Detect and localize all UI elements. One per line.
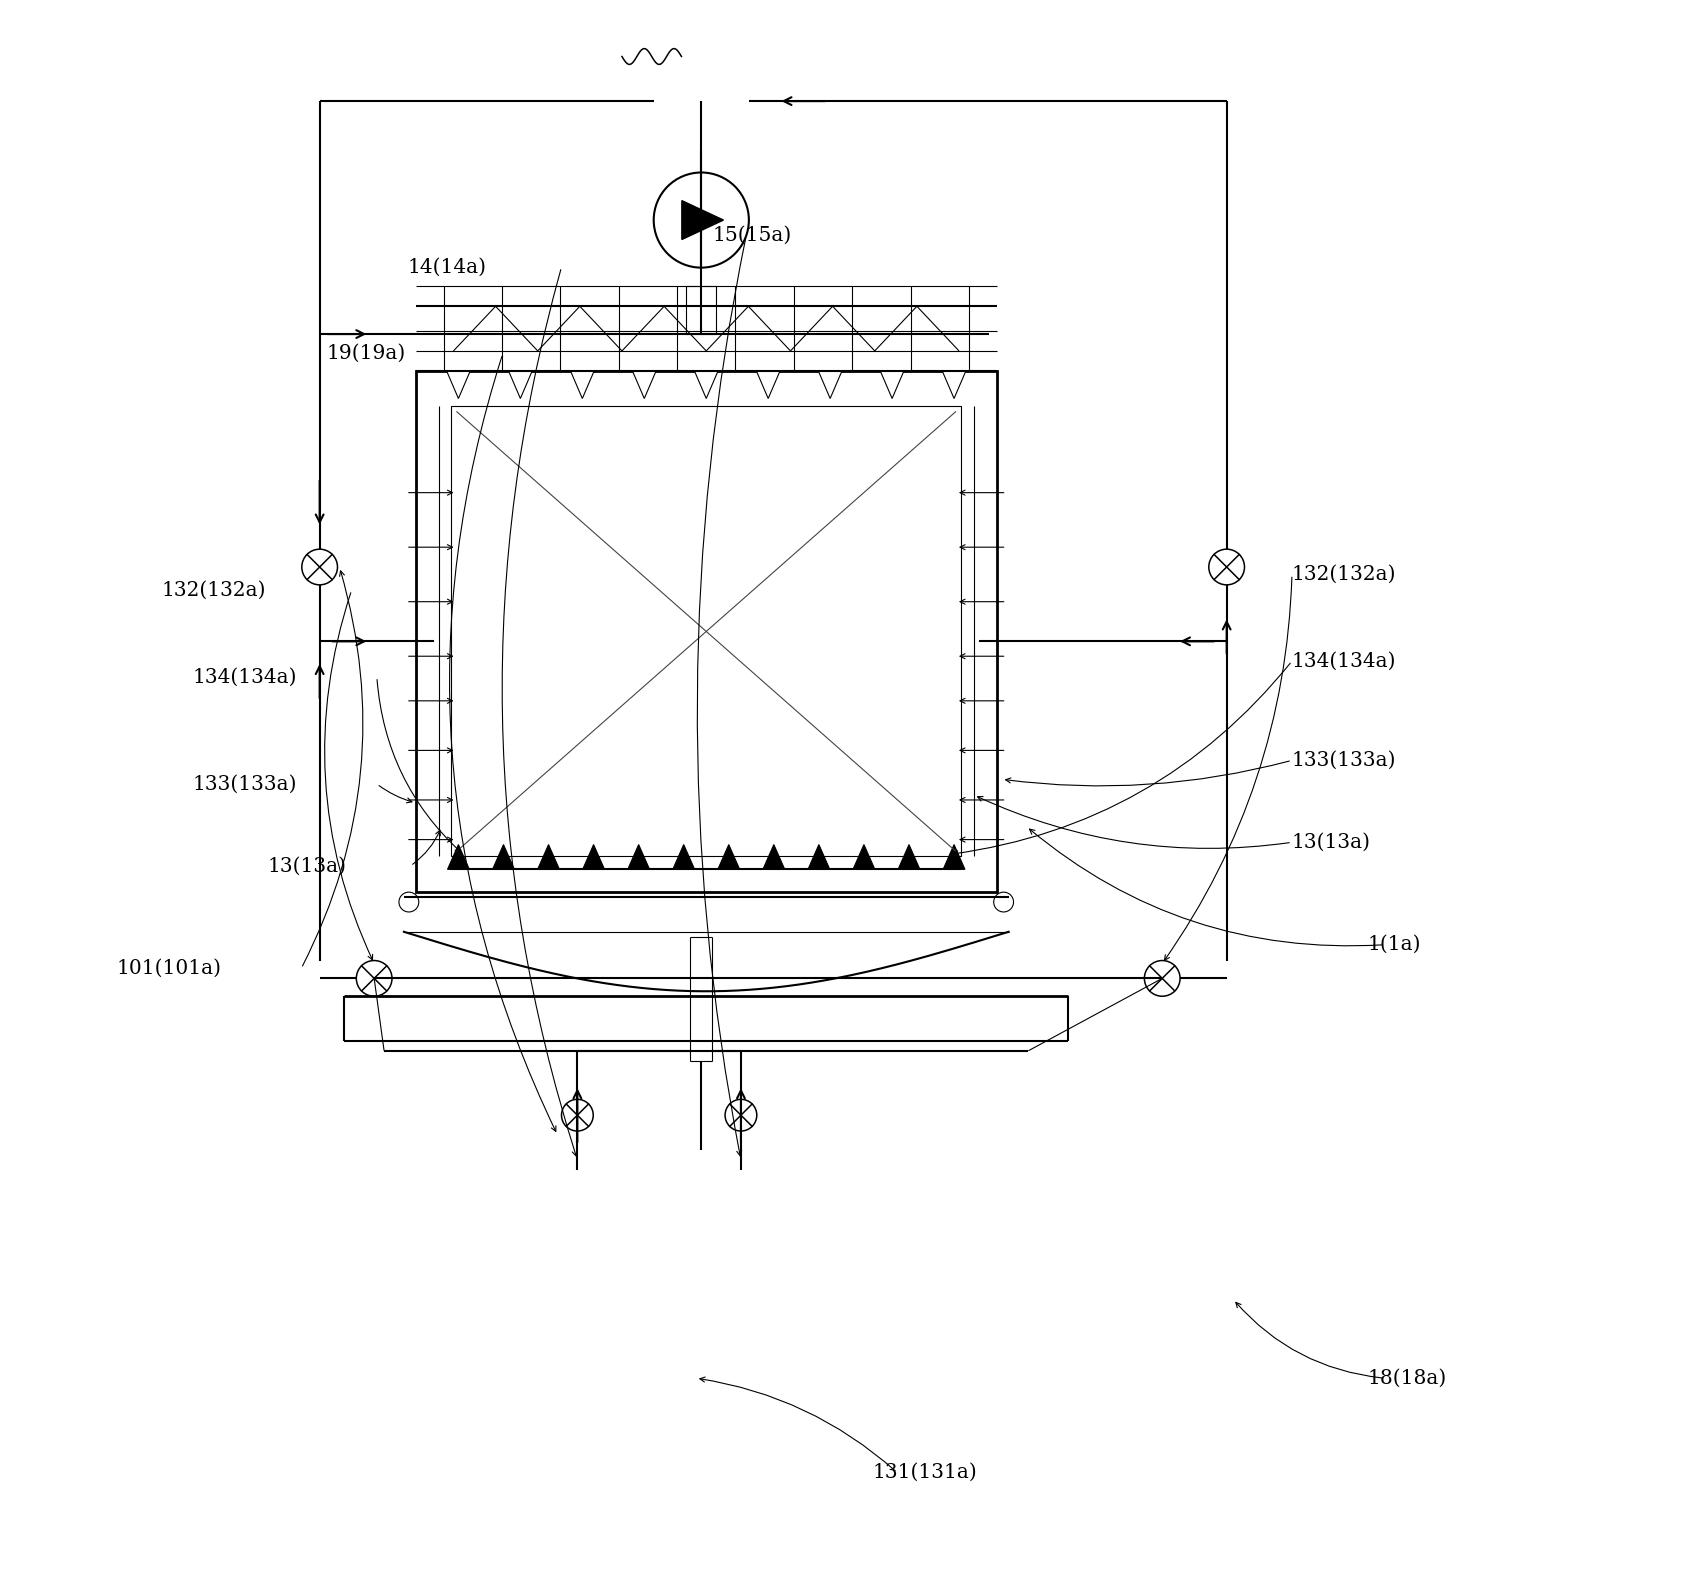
Polygon shape (808, 844, 830, 870)
Text: 15(15a): 15(15a) (713, 226, 791, 245)
Text: 133(133a): 133(133a) (1293, 750, 1396, 770)
Polygon shape (756, 370, 781, 399)
Text: 14(14a): 14(14a) (407, 258, 486, 277)
Polygon shape (493, 844, 515, 870)
Polygon shape (718, 844, 740, 870)
Text: 19(19a): 19(19a) (327, 343, 405, 363)
Polygon shape (447, 844, 469, 870)
Polygon shape (942, 370, 966, 399)
Polygon shape (508, 370, 532, 399)
Polygon shape (898, 844, 920, 870)
Polygon shape (881, 370, 905, 399)
Polygon shape (673, 844, 695, 870)
Text: 13(13a): 13(13a) (268, 857, 347, 876)
Polygon shape (583, 844, 605, 870)
Polygon shape (762, 844, 784, 870)
Text: 131(131a): 131(131a) (872, 1463, 977, 1482)
Text: 132(132a): 132(132a) (1293, 564, 1396, 584)
Bar (452, 407, 960, 857)
Polygon shape (695, 370, 718, 399)
Text: 101(101a): 101(101a) (117, 959, 222, 978)
Text: 134(134a): 134(134a) (191, 668, 296, 687)
Text: 1(1a): 1(1a) (1367, 935, 1421, 954)
Polygon shape (571, 370, 595, 399)
Polygon shape (818, 370, 842, 399)
Text: 18(18a): 18(18a) (1367, 1369, 1447, 1388)
Polygon shape (628, 844, 649, 870)
Text: 132(132a): 132(132a) (163, 580, 266, 599)
Bar (415, 370, 996, 892)
Polygon shape (537, 844, 559, 870)
Polygon shape (447, 370, 471, 399)
Text: 134(134a): 134(134a) (1293, 652, 1396, 671)
Text: 133(133a): 133(133a) (191, 774, 296, 793)
Text: 13(13a): 13(13a) (1293, 833, 1370, 852)
Polygon shape (944, 844, 966, 870)
Polygon shape (632, 370, 656, 399)
Polygon shape (854, 844, 874, 870)
Polygon shape (683, 200, 723, 240)
